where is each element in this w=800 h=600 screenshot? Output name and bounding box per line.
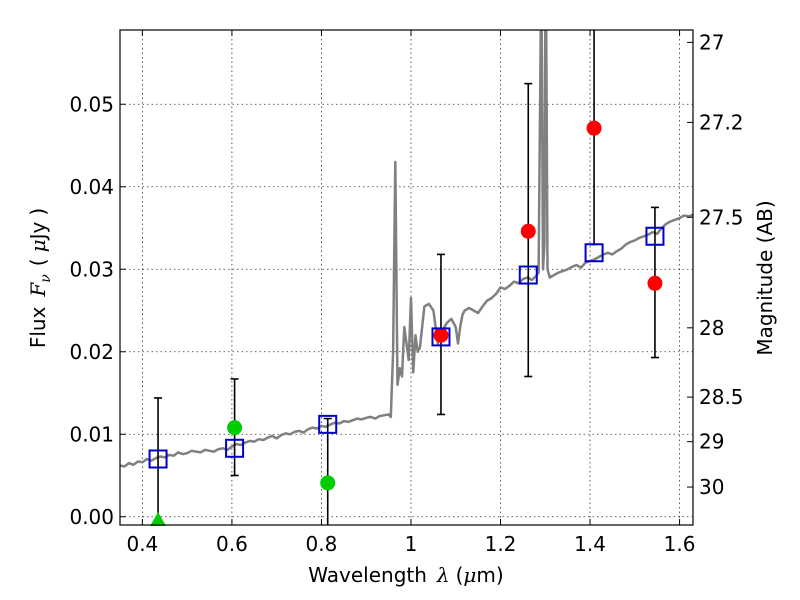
x-tick-label: 0.8 [306, 532, 338, 556]
model-photometry-square [518, 265, 538, 285]
observed-optical-point [227, 420, 243, 436]
y-tick-label: 0.00 [69, 505, 114, 529]
y2-axis-label: Magnitude (AB) [753, 200, 777, 355]
model-photometry-square [584, 243, 604, 263]
y-axis: 0.00 0.01 0.02 0.03 0.04 0.05 [69, 92, 126, 529]
model-photometry-square [148, 449, 168, 469]
observed-optical-point [320, 475, 336, 491]
model-photometry-square [645, 226, 665, 246]
x-tick-label: 1.2 [485, 532, 517, 556]
observed-nir-point [647, 275, 663, 291]
model-photometry-square [318, 414, 338, 434]
y2-tick-label: 27.5 [699, 205, 744, 229]
y2-tick-label: 28.5 [699, 385, 744, 409]
x-tick-label: 1.6 [664, 532, 696, 556]
grid-lines [120, 30, 693, 525]
observed-nir-point [433, 327, 449, 343]
y-tick-label: 0.01 [69, 422, 114, 446]
observed-nir-point [520, 223, 536, 239]
y-tick-label: 0.05 [69, 92, 114, 116]
markers-layer [148, 120, 665, 527]
x-tick-label: 0.4 [126, 532, 158, 556]
y2-tick-label: 29 [699, 430, 724, 454]
y-axis-label: FluxFν(μJy) [26, 208, 54, 348]
x-tick-label: 1 [405, 532, 418, 556]
x-axis: 0.4 0.6 0.8 1 1.2 1.4 1.6 [126, 30, 695, 556]
x-axis-label: Wavelength λ (μm) [308, 563, 503, 587]
y2-tick-label: 27.2 [699, 110, 744, 134]
model-photometry-square [431, 327, 451, 347]
plot-frame [119, 29, 694, 526]
x-tick-label: 0.6 [216, 532, 248, 556]
observed-optical-point-triangle [150, 512, 167, 527]
y2-tick-label: 28 [699, 316, 724, 340]
x-tick-label: 1.4 [574, 532, 606, 556]
y2-tick-label: 27 [699, 30, 724, 54]
plot-background [120, 30, 693, 525]
observed-nir-point [586, 120, 602, 136]
y-tick-label: 0.02 [69, 340, 114, 364]
y-tick-label: 0.04 [69, 175, 114, 199]
model-photometry-square [225, 438, 245, 458]
y-tick-label: 0.03 [69, 257, 114, 281]
y2-tick-label: 30 [699, 475, 724, 499]
y2-axis: 27 27.2 27.5 28 28.5 29 30 [687, 30, 744, 499]
